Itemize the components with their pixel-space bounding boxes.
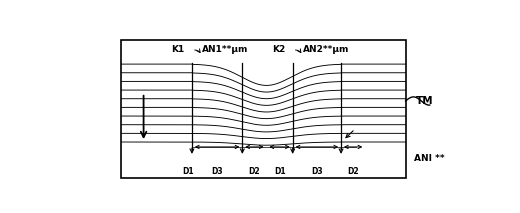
Text: AN2**μm: AN2**μm: [303, 45, 349, 54]
Text: D1: D1: [274, 167, 285, 176]
Text: ANI **: ANI **: [413, 154, 444, 163]
Text: D3: D3: [211, 167, 223, 176]
Text: D2: D2: [249, 167, 260, 176]
Text: K2: K2: [272, 45, 285, 54]
Text: K1: K1: [172, 45, 185, 54]
Text: AN1**μm: AN1**μm: [202, 45, 249, 54]
Text: TM: TM: [415, 96, 433, 106]
Text: D2: D2: [347, 167, 359, 176]
Bar: [122, 40, 406, 178]
Text: D1: D1: [182, 167, 194, 176]
Text: D3: D3: [311, 167, 323, 176]
